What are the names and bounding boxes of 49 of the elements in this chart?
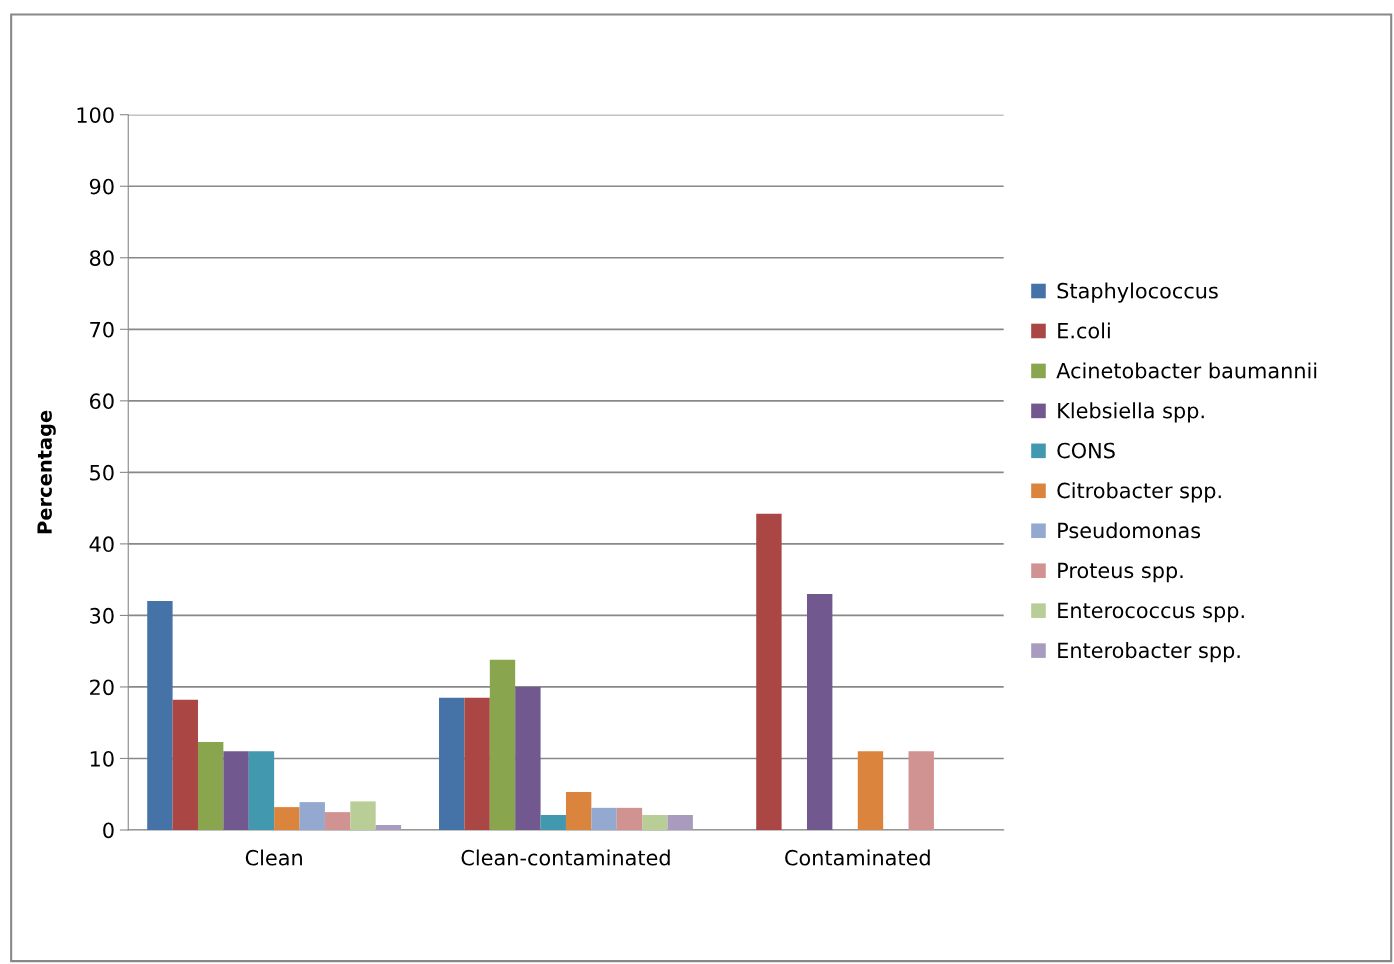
legend-label: CONS [1057,442,1115,459]
y-tick-label: 20 [90,679,114,696]
bar [515,686,541,830]
legend-label: Pseudomonas [1058,522,1201,539]
legend-label: Acinetobacter baumannii [1056,362,1317,379]
bar [350,801,376,830]
legend-label: Klebsiella spp. [1058,402,1204,423]
x-tick-label: Clean [245,849,302,866]
legend-label: Staphylococcus [1057,282,1218,303]
y-tick-label: 50 [90,464,114,481]
bar [274,807,300,830]
bar [642,814,668,830]
bar [375,825,402,830]
legend-label: Citrobacter spp. [1057,482,1221,503]
legend-label: Proteus spp. [1058,562,1183,583]
legend-label: Enterobacter spp. [1058,642,1240,663]
legend-label: E.coli [1058,322,1110,339]
bar [489,659,516,830]
y-axis-title: Percentage [37,410,56,534]
bar [172,699,198,830]
y-tick-label: 10 [90,750,114,767]
bar [324,812,351,830]
y-tick-label: 80 [89,250,114,266]
bar [565,792,592,830]
bar [756,513,782,830]
x-tick-label: Contaminated [785,849,930,866]
bar [299,802,325,830]
bar [540,814,566,830]
bar [667,814,693,830]
y-tick-label: 0 [103,822,114,839]
bar [147,601,173,830]
y-tick-label: 70 [90,321,114,338]
bar [197,742,224,830]
bar [464,697,490,830]
y-tick-label: 100 [77,107,114,123]
bar [616,807,643,830]
bar [807,593,833,830]
x-tick-label: Clean-contaminated [461,849,670,866]
bar [908,751,934,830]
bar [857,751,884,830]
y-tick-label: 60 [90,393,114,410]
y-tick-label: 30 [90,607,114,624]
legend-label: Enterococcus spp. [1058,602,1244,623]
y-tick-label: 90 [89,178,114,195]
bar [439,697,465,830]
bar [248,751,275,830]
y-tick-label: 40 [89,536,114,553]
bar [591,807,617,830]
bar [223,751,249,830]
